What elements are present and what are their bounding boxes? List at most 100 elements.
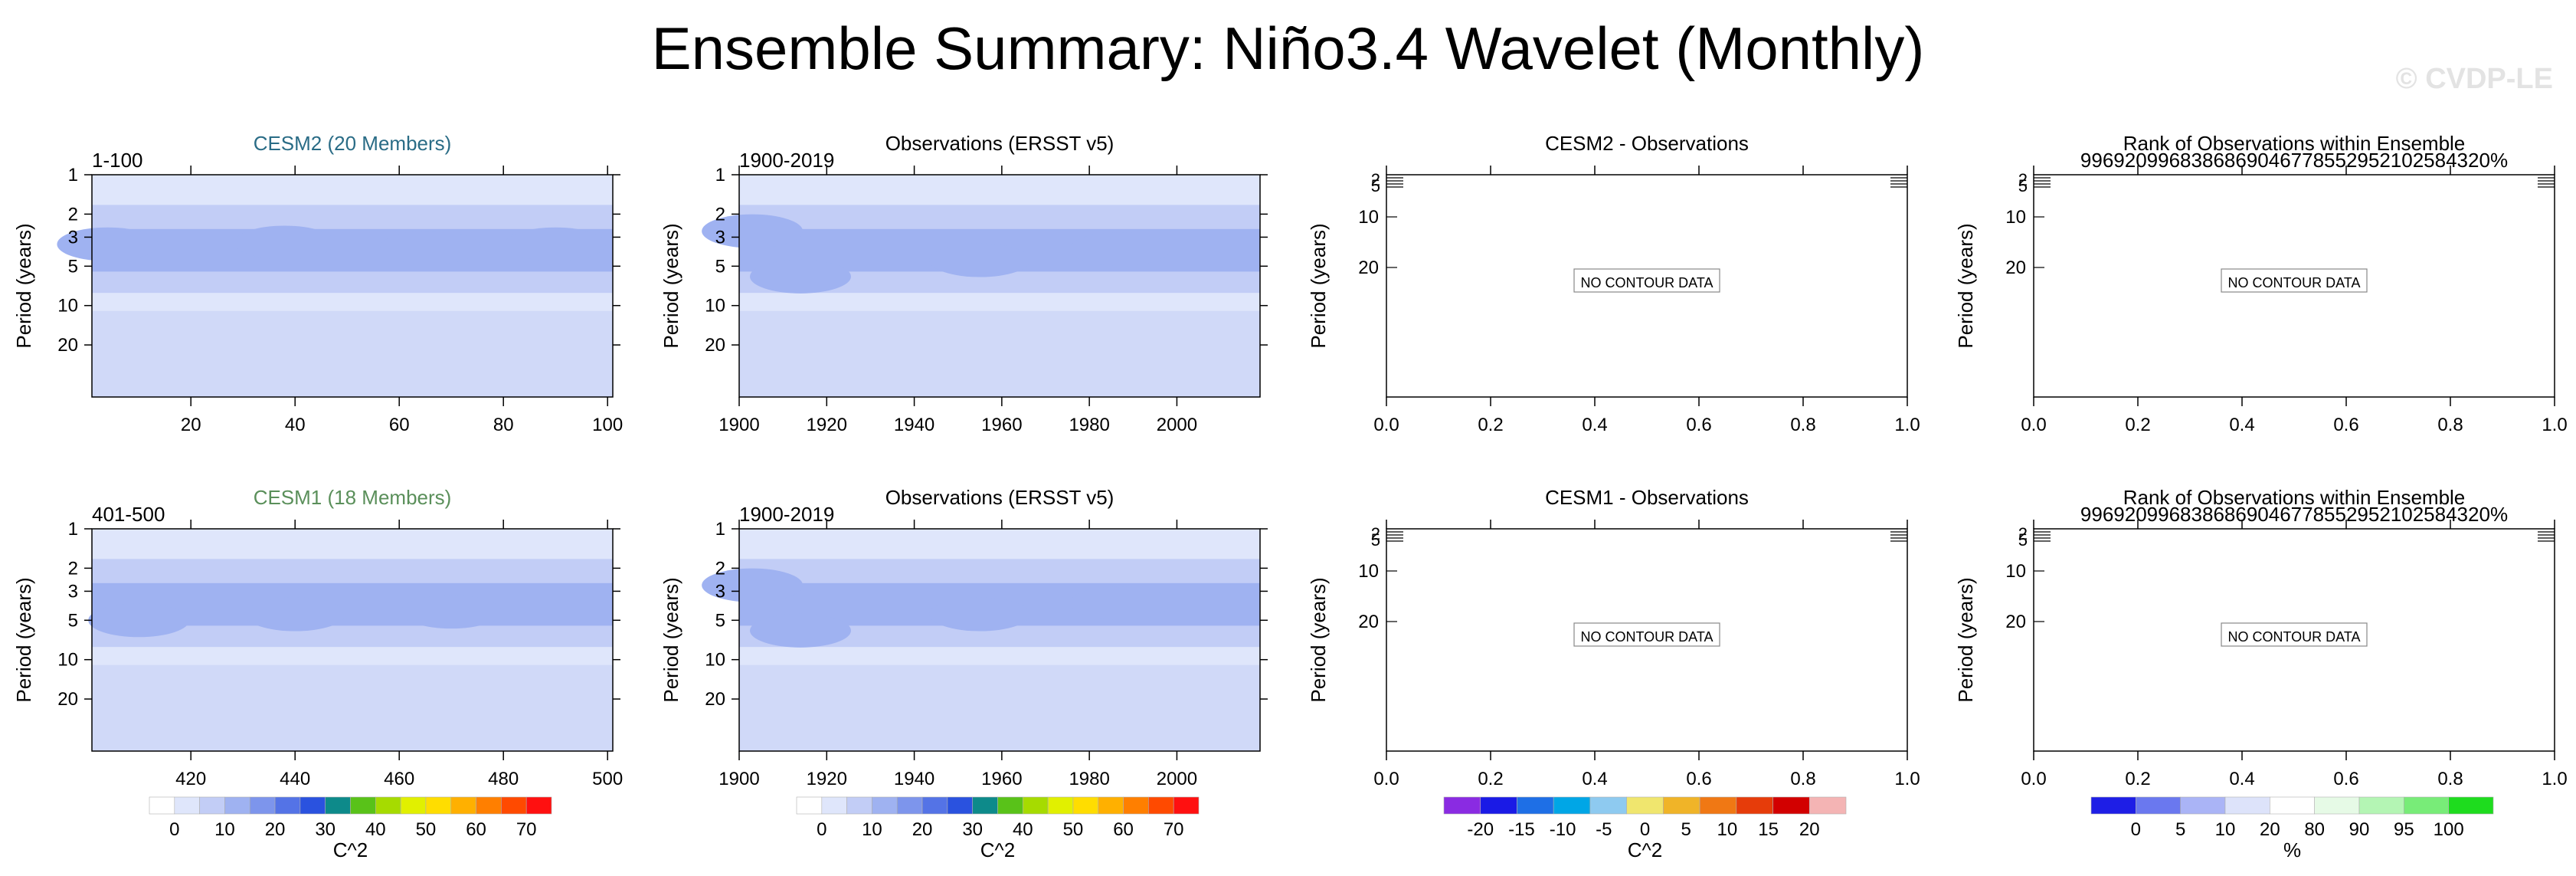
- plot-frame: [91, 174, 614, 398]
- x-tick-label: 0.4: [1582, 769, 1607, 789]
- colorbar-swatch: [1123, 796, 1149, 815]
- x-tick-label: 2000: [1157, 415, 1197, 435]
- y-tick-label: 1: [68, 519, 78, 540]
- colorbar-tick-label: 0: [169, 819, 179, 840]
- y-tick-label: 10: [1358, 561, 1379, 582]
- colorbar-swatch: [1072, 796, 1099, 815]
- colorbar-swatch: [947, 796, 973, 815]
- x-tick-label: 0.4: [2229, 415, 2254, 435]
- no-data-label: NO CONTOUR DATA: [2227, 629, 2360, 645]
- panel-left-label: 1900-2019: [739, 149, 834, 172]
- colorbar-swatch: [2270, 796, 2315, 815]
- colorbar-swatch: [1772, 796, 1810, 815]
- x-tick-label: 60: [389, 415, 410, 435]
- x-tick-label: 100: [592, 415, 623, 435]
- colorbar-swatch: [1808, 796, 1847, 815]
- colorbar-power: 0 10 20 30 40 50 60 70 C^2: [149, 796, 552, 861]
- colorbar-title: C^2: [333, 838, 368, 861]
- no-data-box: [2221, 268, 2368, 293]
- x-tick-label: 1960: [981, 769, 1022, 789]
- x-tick-label: 0.8: [1790, 415, 1815, 435]
- y-tick-label: 1: [68, 165, 78, 185]
- y-axis-label: Period (years): [1954, 223, 1977, 348]
- y-tick-label: 2: [715, 558, 725, 579]
- x-tick-label: 80: [493, 415, 514, 435]
- no-data-label: NO CONTOUR DATA: [1580, 275, 1713, 290]
- x-tick-label: 1.0: [1894, 415, 1920, 435]
- colorbar-tick-label: -5: [1596, 819, 1612, 840]
- colorbar-tick-label: 100: [2434, 819, 2464, 840]
- colorbar-tick-label: 30: [315, 819, 336, 840]
- x-tick-label: 420: [175, 769, 206, 789]
- contour-patch: [750, 613, 851, 648]
- no-data-box: [2221, 622, 2368, 647]
- x-tick-label: 1920: [807, 415, 847, 435]
- y-tick-label: 20: [705, 335, 725, 356]
- contour-patch: [929, 243, 1031, 277]
- colorbar-swatch: [896, 796, 923, 815]
- y-tick-label: 10: [2005, 207, 2026, 228]
- colorbar-tick-label: 60: [466, 819, 486, 840]
- colorbar-difference: -20 -15 -10 -5 0 5 10 15 20 C^2: [1443, 796, 1847, 861]
- x-tick-label: 1.0: [2542, 769, 2567, 789]
- contour-band: [92, 664, 613, 751]
- y-tick-label: 1: [715, 519, 725, 540]
- colorbar-swatch: [325, 796, 351, 815]
- panel-8: 52 10 20 0.0 0.2 0.4 0.6 0.8 1.0 NO CONTOUR DATA R…: [1954, 486, 2568, 789]
- contour-patch: [505, 227, 607, 261]
- y-tick-label: 20: [57, 689, 78, 710]
- colorbar-tick-label: 40: [365, 819, 386, 840]
- y-tick-label: 5: [68, 610, 78, 631]
- y-tick-label: 10: [705, 650, 725, 671]
- panel-title: Observations (ERSST v5): [885, 132, 1115, 155]
- x-tick-label: 40: [285, 415, 306, 435]
- y-tick-label: 20: [1358, 612, 1379, 632]
- colorbar-tick-label: 70: [1164, 819, 1184, 840]
- panel-subtitle: 9969209968386869046778552952102584320%: [2080, 503, 2508, 526]
- x-tick-label: 0.8: [2437, 415, 2463, 435]
- colorbar-tick-label: 15: [1758, 819, 1779, 840]
- y-tick-label: 2: [1371, 170, 1380, 189]
- x-tick-label: 0.2: [2125, 415, 2150, 435]
- y-tick-label: 20: [57, 335, 78, 356]
- colorbar-tick-label: -15: [1508, 819, 1535, 840]
- colorbar-tick-label: 20: [912, 819, 933, 840]
- x-tick-label: 1.0: [1894, 769, 1920, 789]
- y-tick-label: 2: [2018, 524, 2028, 543]
- contour-patch: [380, 230, 481, 264]
- colorbar-tick-label: 0: [817, 819, 826, 840]
- colorbar-swatch: [1480, 796, 1517, 815]
- colorbar-swatch: [2314, 796, 2360, 815]
- y-axis-label: Period (years): [660, 577, 682, 702]
- colorbar-tick-label: 20: [265, 819, 286, 840]
- panel-title: CESM2 - Observations: [1545, 132, 1749, 155]
- y-axis-label: Period (years): [1307, 223, 1330, 348]
- colorbar-swatch: [1098, 796, 1124, 815]
- x-tick-label: 0.6: [2333, 769, 2358, 789]
- colorbar-tick-label: 40: [1013, 819, 1033, 840]
- y-tick-label: 10: [705, 296, 725, 317]
- colorbar-tick-label: 10: [2215, 819, 2236, 840]
- colorbar-swatch: [199, 796, 225, 815]
- y-tick-label: 5: [2018, 530, 2028, 550]
- colorbar-swatch: [921, 796, 948, 815]
- x-tick-label: 500: [592, 769, 623, 789]
- x-tick-label: 460: [384, 769, 414, 789]
- contour-patch: [750, 259, 851, 294]
- colorbar-swatch: [476, 796, 502, 815]
- colorbar-swatch: [2448, 796, 2494, 815]
- x-tick-label: 1900: [718, 415, 759, 435]
- colorbar-swatch: [1736, 796, 1773, 815]
- y-tick-label: 5: [2018, 176, 2028, 195]
- panel-4: 52 10 20 0.0 0.2 0.4 0.6 0.8 1.0 NO CONTOUR DATA R…: [1954, 132, 2568, 435]
- y-tick-label: 2: [2018, 170, 2028, 189]
- x-tick-label: 0.2: [1478, 769, 1503, 789]
- contour-patch: [88, 603, 190, 638]
- y-axis-label: Period (years): [1307, 577, 1330, 702]
- colorbar-tick-label: 50: [416, 819, 437, 840]
- colorbar-power: 0 10 20 30 40 50 60 70 C^2: [796, 796, 1200, 861]
- panel-title: CESM2 (20 Members): [254, 132, 452, 155]
- plot-frame: [738, 528, 1261, 752]
- no-data-box: [1573, 268, 1720, 293]
